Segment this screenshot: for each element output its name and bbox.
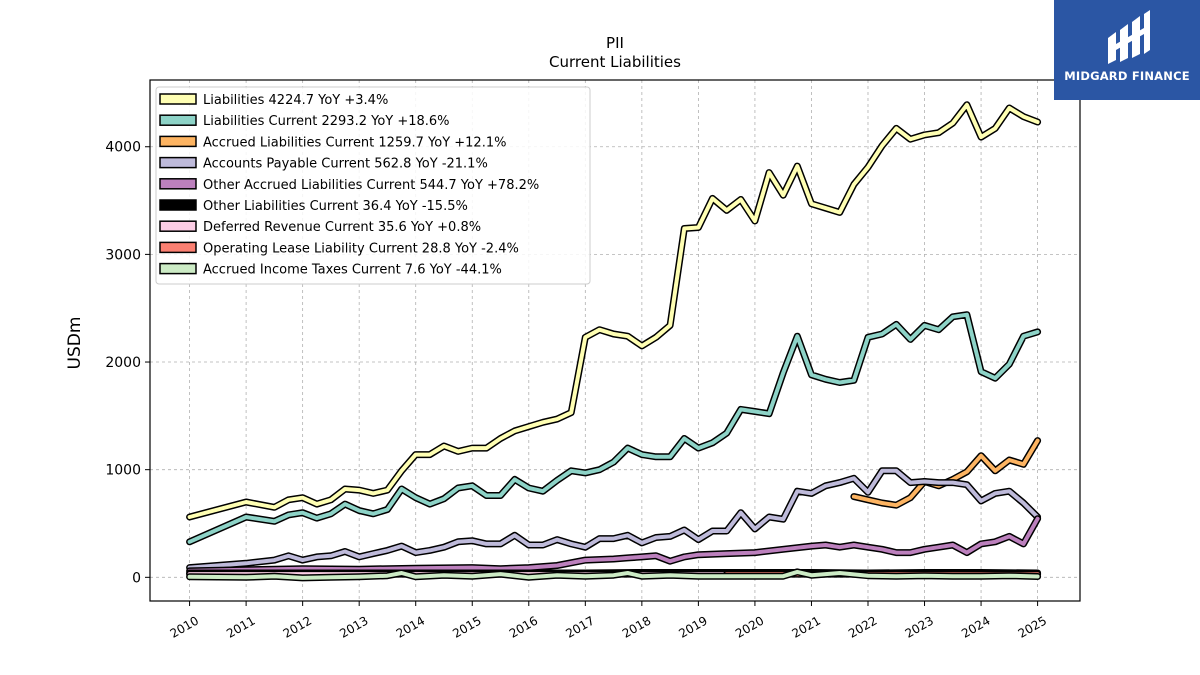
legend-frame bbox=[155, 86, 591, 285]
y-tick-label: 3000 bbox=[105, 247, 141, 263]
series-line bbox=[187, 468, 1040, 570]
chart-title: PII bbox=[606, 34, 624, 52]
legend-swatch bbox=[159, 262, 197, 275]
midgard-logo-icon bbox=[1108, 10, 1150, 64]
x-tick-label: 2014 bbox=[394, 613, 427, 640]
y-tick-label: 4000 bbox=[105, 140, 141, 156]
legend-swatch bbox=[159, 178, 197, 190]
legend-entry: Other Liabilities Current 36.4 YoY -15.5… bbox=[203, 199, 468, 214]
y-axis-label: USDm bbox=[65, 317, 85, 370]
x-tick-label: 2016 bbox=[507, 613, 540, 640]
legend-swatch bbox=[159, 114, 197, 126]
y-axis: 0 1000 2000 3000 4000 bbox=[105, 140, 150, 586]
legend-entry: Other Accrued Liabilities Current 544.7 … bbox=[203, 178, 539, 193]
series-line bbox=[187, 569, 1040, 580]
chart-subtitle: Current Liabilities bbox=[549, 53, 681, 71]
x-tick-label: 2010 bbox=[168, 613, 201, 640]
legend-entry: Deferred Revenue Current 35.6 YoY +0.8% bbox=[203, 220, 481, 235]
x-tick-label: 2015 bbox=[450, 613, 483, 640]
series-outline bbox=[186, 311, 1042, 546]
legend-swatch bbox=[159, 93, 197, 105]
legend-swatch bbox=[159, 199, 197, 211]
series-line bbox=[187, 312, 1040, 544]
x-tick-label: 2018 bbox=[620, 613, 653, 640]
legend-entry: Liabilities 4224.7 YoY +3.4% bbox=[203, 93, 388, 108]
x-tick-label: 2017 bbox=[563, 613, 596, 640]
brand-logo: MIDGARD FINANCE bbox=[1054, 0, 1200, 100]
legend-swatch bbox=[159, 220, 197, 232]
x-tick-label: 2021 bbox=[790, 613, 823, 640]
x-axis: 2010 2011 2012 2013 2014 2015 2016 2017 2018 2019… bbox=[168, 601, 1049, 641]
series-lines bbox=[186, 101, 1042, 582]
legend-entry: Liabilities Current 2293.2 YoY +18.6% bbox=[203, 114, 450, 129]
series-line bbox=[187, 102, 1040, 519]
legend-entry: Accrued Liabilities Current 1259.7 YoY +… bbox=[203, 135, 506, 150]
x-tick-label: 2024 bbox=[959, 613, 992, 640]
legend-entry: Accrued Income Taxes Current 7.6 YoY -44… bbox=[203, 263, 502, 278]
legend-swatch bbox=[159, 135, 197, 148]
x-tick-label: 2011 bbox=[224, 613, 257, 640]
x-tick-label: 2025 bbox=[1016, 613, 1049, 640]
legend: Liabilities 4224.7 YoY +3.4% Liabilities … bbox=[155, 86, 591, 285]
x-tick-label: 2013 bbox=[337, 613, 370, 640]
legend-swatch bbox=[159, 156, 197, 169]
legend-entry: Operating Lease Liability Current 28.8 Y… bbox=[203, 241, 519, 256]
legend-entry: Accounts Payable Current 562.8 YoY -21.1… bbox=[203, 157, 488, 172]
x-tick-label: 2020 bbox=[733, 613, 766, 640]
y-tick-label: 1000 bbox=[105, 463, 141, 479]
series-line bbox=[187, 516, 1040, 573]
y-tick-label: 2000 bbox=[105, 355, 141, 371]
x-tick-label: 2023 bbox=[903, 613, 936, 640]
legend-swatch bbox=[159, 241, 197, 254]
x-tick-label: 2019 bbox=[676, 613, 709, 640]
brand-name: MIDGARD FINANCE bbox=[1064, 69, 1190, 83]
y-tick-label: 0 bbox=[132, 570, 141, 586]
series-outline bbox=[186, 515, 1042, 575]
plot-frame bbox=[149, 79, 1081, 602]
x-tick-label: 2012 bbox=[281, 613, 314, 640]
x-tick-label: 2022 bbox=[846, 613, 879, 640]
